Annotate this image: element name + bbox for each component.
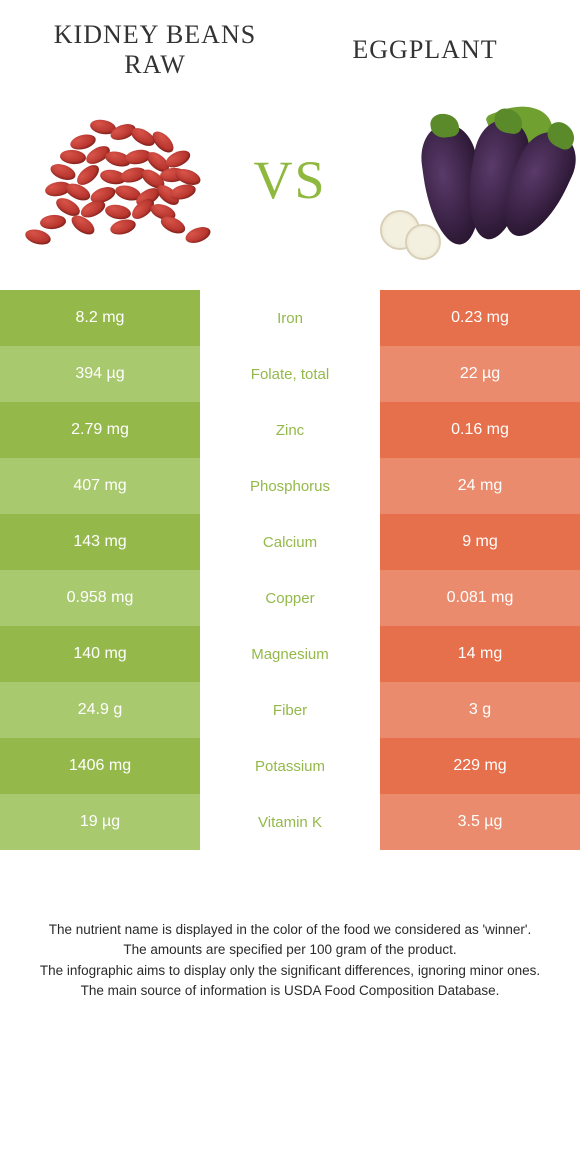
- right-value: 0.23 mg: [380, 290, 580, 346]
- footer-line: The nutrient name is displayed in the co…: [30, 920, 550, 940]
- nutrient-name: Iron: [200, 290, 380, 346]
- nutrient-row: 0.958 mgCopper0.081 mg: [0, 570, 580, 626]
- nutrient-name: Folate, total: [200, 346, 380, 402]
- right-value: 24 mg: [380, 458, 580, 514]
- right-value: 9 mg: [380, 514, 580, 570]
- footer-notes: The nutrient name is displayed in the co…: [0, 850, 580, 1041]
- nutrient-name: Zinc: [200, 402, 380, 458]
- nutrient-name: Calcium: [200, 514, 380, 570]
- left-value: 19 µg: [0, 794, 200, 850]
- right-value: 0.081 mg: [380, 570, 580, 626]
- nutrient-row: 140 mgMagnesium14 mg: [0, 626, 580, 682]
- nutrient-name: Fiber: [200, 682, 380, 738]
- header: Kidney beans raw Eggplant: [0, 0, 580, 90]
- nutrient-name: Copper: [200, 570, 380, 626]
- footer-line: The amounts are specified per 100 gram o…: [30, 940, 550, 960]
- left-value: 1406 mg: [0, 738, 200, 794]
- right-value: 0.16 mg: [380, 402, 580, 458]
- nutrient-table: 8.2 mgIron0.23 mg394 µgFolate, total22 µ…: [0, 290, 580, 850]
- right-value: 3 g: [380, 682, 580, 738]
- nutrient-row: 2.79 mgZinc0.16 mg: [0, 402, 580, 458]
- nutrient-row: 19 µgVitamin K3.5 µg: [0, 794, 580, 850]
- nutrient-name: Potassium: [200, 738, 380, 794]
- nutrient-row: 1406 mgPotassium229 mg: [0, 738, 580, 794]
- left-food-image: [10, 100, 210, 260]
- left-value: 2.79 mg: [0, 402, 200, 458]
- right-food-image: [370, 100, 570, 260]
- nutrient-row: 24.9 gFiber3 g: [0, 682, 580, 738]
- right-value: 3.5 µg: [380, 794, 580, 850]
- left-value: 24.9 g: [0, 682, 200, 738]
- right-value: 22 µg: [380, 346, 580, 402]
- left-value: 143 mg: [0, 514, 200, 570]
- left-value: 407 mg: [0, 458, 200, 514]
- left-value: 8.2 mg: [0, 290, 200, 346]
- right-value: 14 mg: [380, 626, 580, 682]
- images-row: VS: [0, 90, 580, 290]
- nutrient-name: Vitamin K: [200, 794, 380, 850]
- footer-line: The infographic aims to display only the…: [30, 961, 550, 981]
- nutrient-name: Phosphorus: [200, 458, 380, 514]
- nutrient-row: 143 mgCalcium9 mg: [0, 514, 580, 570]
- footer-line: The main source of information is USDA F…: [30, 981, 550, 1001]
- nutrient-name: Magnesium: [200, 626, 380, 682]
- right-food-title: Eggplant: [290, 35, 560, 65]
- left-value: 140 mg: [0, 626, 200, 682]
- nutrient-row: 407 mgPhosphorus24 mg: [0, 458, 580, 514]
- left-value: 394 µg: [0, 346, 200, 402]
- vs-label: VS: [253, 149, 326, 211]
- left-food-title: Kidney beans raw: [20, 20, 290, 80]
- left-value: 0.958 mg: [0, 570, 200, 626]
- nutrient-row: 394 µgFolate, total22 µg: [0, 346, 580, 402]
- nutrient-row: 8.2 mgIron0.23 mg: [0, 290, 580, 346]
- right-value: 229 mg: [380, 738, 580, 794]
